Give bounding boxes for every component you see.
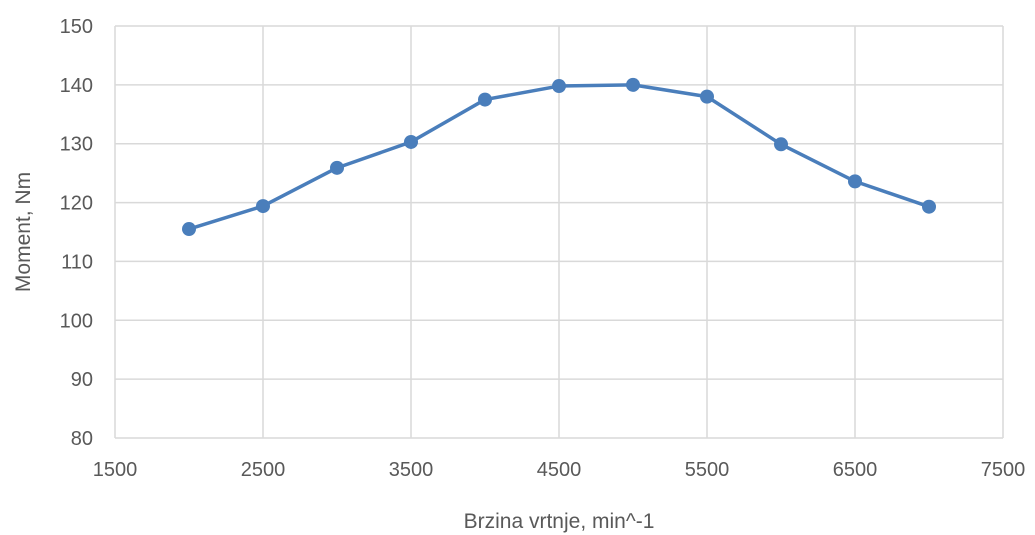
y-tick-label: 100 (60, 310, 93, 332)
x-tick-label: 2500 (241, 459, 286, 481)
x-tick-label: 5500 (685, 459, 730, 481)
x-axis-title: Brzina vrtnje, min^-1 (464, 510, 655, 533)
data-point (922, 199, 936, 214)
series (182, 77, 936, 237)
y-tick-label: 150 (60, 16, 93, 38)
x-tick-label: 6500 (833, 459, 878, 481)
x-tick-label: 3500 (389, 459, 434, 481)
data-point (182, 222, 196, 237)
y-tick-label: 110 (61, 251, 93, 273)
y-tick-label: 120 (60, 193, 93, 215)
data-point (478, 92, 492, 107)
data-point (700, 89, 714, 104)
x-tick-label: 4500 (537, 459, 582, 481)
data-point (774, 137, 788, 152)
data-point (626, 77, 640, 92)
axes: 1500 2500 3500 4500 5500 6500 7500 80 90 100 110 12… (60, 16, 1026, 481)
y-axis-title: Moment, Nm (12, 172, 35, 292)
data-point (330, 160, 344, 175)
y-tick-label: 80 (71, 428, 93, 450)
data-point (404, 134, 418, 149)
x-tick-label: 1500 (93, 459, 138, 481)
data-point (848, 174, 862, 189)
y-tick-label: 140 (60, 75, 93, 97)
y-tick-label: 130 (60, 134, 93, 156)
y-tick-label: 90 (71, 369, 93, 391)
data-point (256, 199, 270, 214)
x-tick-label: 7500 (981, 459, 1026, 481)
data-point (552, 79, 566, 94)
